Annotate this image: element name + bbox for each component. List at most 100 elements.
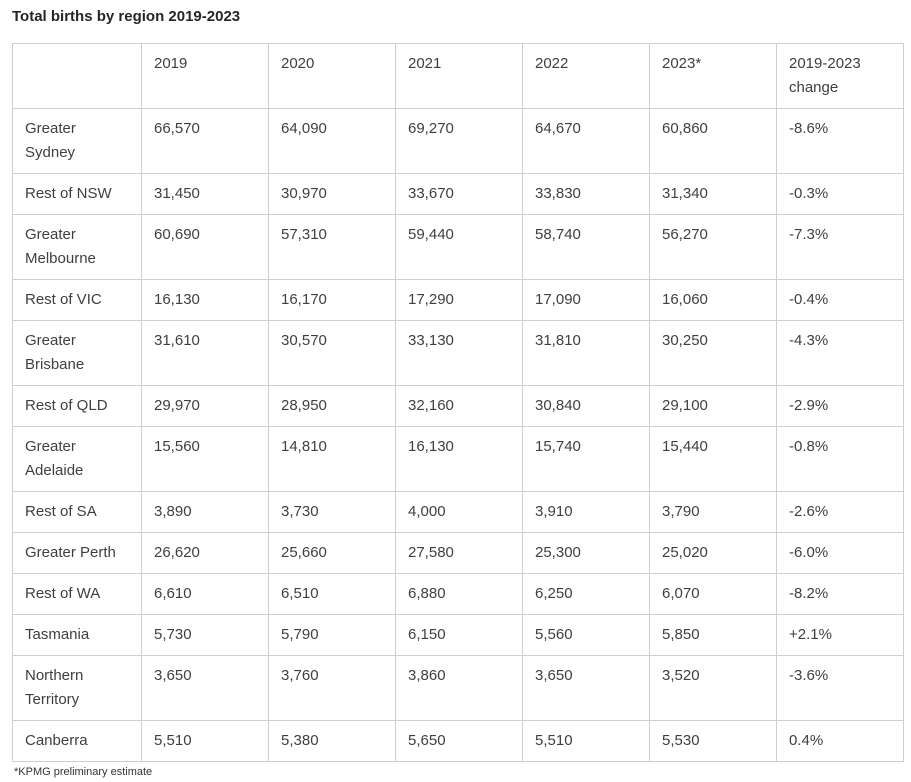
value-cell: 17,090 (522, 278, 650, 321)
table-row: Rest of SA 3,890 3,730 4,000 3,910 3,790… (12, 490, 904, 533)
value-cell: 3,650 (141, 654, 269, 721)
table-row: Greater Melbourne 60,690 57,310 59,440 5… (12, 213, 904, 280)
table-row: Rest of VIC 16,130 16,170 17,290 17,090 … (12, 278, 904, 321)
value-cell: 15,440 (649, 425, 777, 492)
region-cell: Greater Melbourne (12, 213, 142, 280)
value-cell: -0.8% (776, 425, 904, 492)
value-cell: 30,840 (522, 384, 650, 427)
header-row: 2019 2020 2021 2022 2023* 2019-2023 chan… (12, 42, 904, 109)
value-cell: 5,380 (268, 719, 396, 762)
region-cell: Tasmania (12, 613, 142, 656)
value-cell: -7.3% (776, 213, 904, 280)
header-cell-2023: 2023* (649, 42, 777, 109)
table-header: 2019 2020 2021 2022 2023* 2019-2023 chan… (12, 42, 904, 109)
value-cell: -8.6% (776, 107, 904, 174)
value-cell: 69,270 (395, 107, 523, 174)
header-cell-2022: 2022 (522, 42, 650, 109)
header-cell-2020: 2020 (268, 42, 396, 109)
table-row: Rest of WA 6,610 6,510 6,880 6,250 6,070… (12, 572, 904, 615)
value-cell: 59,440 (395, 213, 523, 280)
value-cell: 33,830 (522, 172, 650, 215)
value-cell: 60,860 (649, 107, 777, 174)
value-cell: 5,730 (141, 613, 269, 656)
value-cell: 31,340 (649, 172, 777, 215)
region-cell: Greater Perth (12, 531, 142, 574)
value-cell: 31,610 (141, 319, 269, 386)
table-row: Greater Brisbane 31,610 30,570 33,130 31… (12, 319, 904, 386)
value-cell: -8.2% (776, 572, 904, 615)
footnote: *KPMG preliminary estimate (14, 765, 153, 778)
region-cell: Greater Brisbane (12, 319, 142, 386)
region-cell: Rest of NSW (12, 172, 142, 215)
value-cell: 3,730 (268, 490, 396, 533)
value-cell: 16,130 (141, 278, 269, 321)
value-cell: -2.6% (776, 490, 904, 533)
header-cell-change: 2019-2023 change (776, 42, 904, 109)
value-cell: 6,510 (268, 572, 396, 615)
value-cell: 64,090 (268, 107, 396, 174)
value-cell: 5,510 (141, 719, 269, 762)
value-cell: 5,850 (649, 613, 777, 656)
header-cell-2019: 2019 (141, 42, 269, 109)
value-cell: 60,690 (141, 213, 269, 280)
header-cell-region (12, 42, 142, 109)
region-cell: Rest of QLD (12, 384, 142, 427)
value-cell: 4,000 (395, 490, 523, 533)
table-row: Greater Perth 26,620 25,660 27,580 25,30… (12, 531, 904, 574)
header-cell-2021: 2021 (395, 42, 523, 109)
region-cell: Greater Adelaide (12, 425, 142, 492)
value-cell: 5,560 (522, 613, 650, 656)
table-row: Rest of NSW 31,450 30,970 33,670 33,830 … (12, 172, 904, 215)
value-cell: 29,100 (649, 384, 777, 427)
value-cell: 33,670 (395, 172, 523, 215)
value-cell: 3,650 (522, 654, 650, 721)
value-cell: 30,250 (649, 319, 777, 386)
value-cell: 32,160 (395, 384, 523, 427)
value-cell: -2.9% (776, 384, 904, 427)
value-cell: 3,520 (649, 654, 777, 721)
value-cell: -3.6% (776, 654, 904, 721)
value-cell: 29,970 (141, 384, 269, 427)
table-row: Tasmania 5,730 5,790 6,150 5,560 5,850 +… (12, 613, 904, 656)
table-row: Canberra 5,510 5,380 5,650 5,510 5,530 0… (12, 719, 904, 762)
value-cell: 15,560 (141, 425, 269, 492)
value-cell: 25,020 (649, 531, 777, 574)
table-row: Northern Territory 3,650 3,760 3,860 3,6… (12, 654, 904, 721)
value-cell: 5,510 (522, 719, 650, 762)
value-cell: 3,890 (141, 490, 269, 533)
region-cell: Rest of SA (12, 490, 142, 533)
value-cell: -6.0% (776, 531, 904, 574)
value-cell: 28,950 (268, 384, 396, 427)
value-cell: 6,610 (141, 572, 269, 615)
value-cell: +2.1% (776, 613, 904, 656)
value-cell: 27,580 (395, 531, 523, 574)
value-cell: 31,810 (522, 319, 650, 386)
value-cell: 14,810 (268, 425, 396, 492)
value-cell: 6,070 (649, 572, 777, 615)
value-cell: 16,170 (268, 278, 396, 321)
value-cell: 15,740 (522, 425, 650, 492)
value-cell: 30,970 (268, 172, 396, 215)
value-cell: 3,790 (649, 490, 777, 533)
births-table: 2019 2020 2021 2022 2023* 2019-2023 chan… (12, 42, 904, 762)
page-title: Total births by region 2019-2023 (12, 8, 241, 25)
value-cell: 5,790 (268, 613, 396, 656)
table-body: Greater Sydney 66,570 64,090 69,270 64,6… (12, 107, 904, 762)
value-cell: 30,570 (268, 319, 396, 386)
value-cell: 6,250 (522, 572, 650, 615)
value-cell: 5,650 (395, 719, 523, 762)
region-cell: Rest of VIC (12, 278, 142, 321)
table-row: Greater Adelaide 15,560 14,810 16,130 15… (12, 425, 904, 492)
value-cell: -0.4% (776, 278, 904, 321)
region-cell: Greater Sydney (12, 107, 142, 174)
table-row: Greater Sydney 66,570 64,090 69,270 64,6… (12, 107, 904, 174)
value-cell: 66,570 (141, 107, 269, 174)
value-cell: 3,860 (395, 654, 523, 721)
value-cell: 25,300 (522, 531, 650, 574)
value-cell: 16,130 (395, 425, 523, 492)
value-cell: -4.3% (776, 319, 904, 386)
value-cell: 6,150 (395, 613, 523, 656)
value-cell: 5,530 (649, 719, 777, 762)
table-row: Rest of QLD 29,970 28,950 32,160 30,840 … (12, 384, 904, 427)
